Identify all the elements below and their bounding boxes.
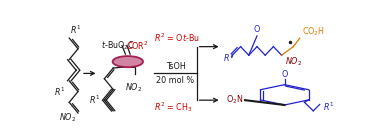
Text: $R^1$: $R^1$	[223, 51, 234, 64]
Text: $t$-BuO$_2$C: $t$-BuO$_2$C	[101, 39, 135, 52]
Text: CO$_2$H: CO$_2$H	[302, 25, 324, 38]
Text: O: O	[281, 70, 288, 79]
Text: $R^2$ = O$t$-Bu: $R^2$ = O$t$-Bu	[154, 32, 200, 44]
Text: $R^1$: $R^1$	[70, 23, 82, 36]
Text: COR$^2$: COR$^2$	[126, 39, 148, 52]
Circle shape	[113, 56, 143, 67]
Text: 20 mol %: 20 mol %	[156, 76, 195, 85]
Text: O: O	[254, 25, 260, 34]
Text: $NO_2$: $NO_2$	[59, 111, 76, 124]
Text: TsOH: TsOH	[166, 62, 186, 71]
Text: O$_2$N: O$_2$N	[226, 94, 243, 106]
Text: $NO_2$: $NO_2$	[285, 55, 302, 68]
Text: $R^1$: $R^1$	[322, 101, 334, 113]
Text: $R^1$: $R^1$	[89, 94, 100, 106]
Text: $NO_2$: $NO_2$	[125, 81, 143, 94]
Text: $R^1$: $R^1$	[54, 85, 65, 98]
Text: $R^2$ = CH$_3$: $R^2$ = CH$_3$	[154, 100, 193, 114]
